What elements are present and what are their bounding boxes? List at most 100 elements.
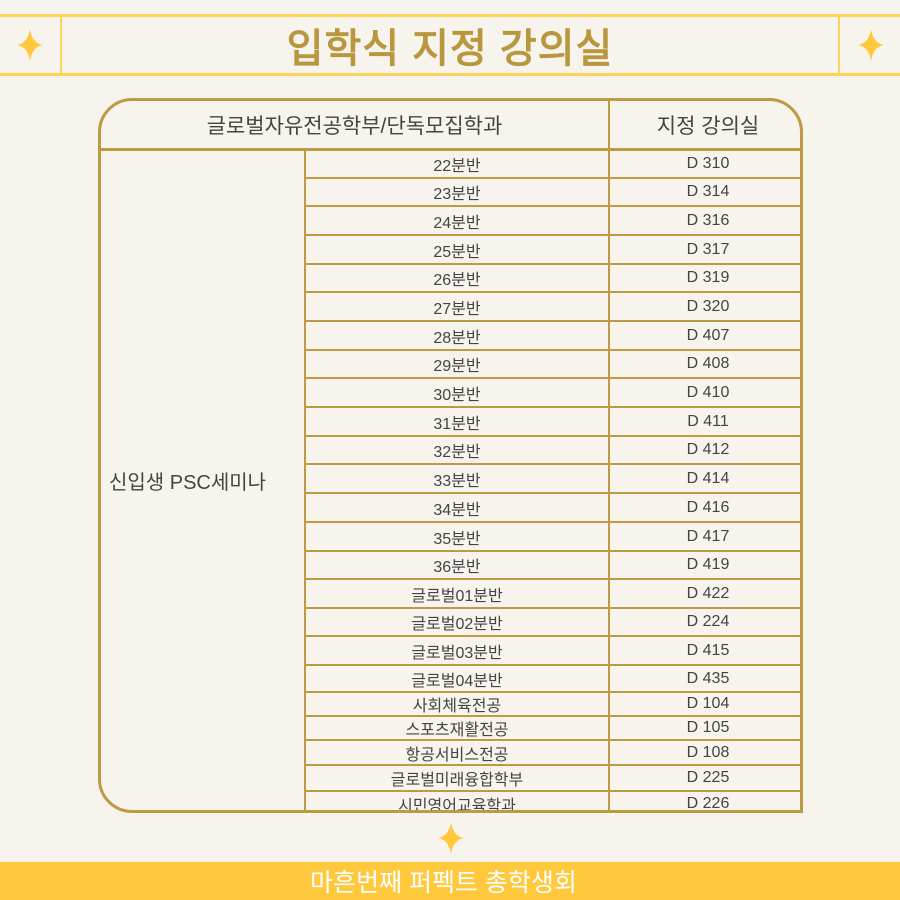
class-cell: 글로벌미래융합학부: [390, 772, 524, 789]
column-divider: [608, 717, 610, 739]
class-cell: 글로벌04분반: [411, 672, 503, 690]
class-cell: 36분반: [433, 559, 481, 576]
column-divider: [608, 179, 610, 205]
column-divider: [608, 523, 610, 550]
room-cell: D 411: [687, 412, 729, 430]
class-cell: 23분반: [433, 186, 481, 203]
class-cell: 30분반: [433, 386, 481, 404]
class-cell: 29분반: [433, 358, 481, 375]
table-row: 34분반 D 416: [306, 494, 800, 523]
class-cell: 24분반: [433, 214, 481, 232]
room-cell: D 314: [686, 183, 730, 200]
class-cell: 22분반: [433, 157, 481, 175]
column-divider: [608, 637, 610, 664]
column-divider: [608, 609, 610, 635]
table-row: 26분반 D 319: [306, 265, 800, 293]
room-cell: D 417: [686, 527, 730, 545]
column-divider: [304, 151, 306, 810]
column-divider: [608, 379, 610, 406]
table-row: 28분반 D 407: [306, 322, 800, 351]
class-cell: 스포츠재활전공: [405, 722, 509, 739]
divider: [838, 17, 840, 73]
room-cell: D 320: [686, 297, 730, 315]
header-room: 지정 강의실: [656, 114, 760, 138]
class-cell: 25분반: [433, 243, 481, 261]
room-cell: D 410: [686, 383, 730, 401]
class-cell: 32분반: [433, 444, 481, 461]
sparkle-icon: [17, 29, 43, 61]
table-row: 22분반 D 310: [306, 150, 800, 179]
room-cell: D 310: [686, 154, 730, 172]
sparkle-icon: [438, 822, 464, 854]
room-cell: D 224: [686, 613, 730, 630]
room-cell: D 422: [686, 584, 730, 602]
table-row: 31분반 D 411: [306, 408, 800, 437]
header-column-divider: [608, 101, 610, 151]
table-row: 시민영어교육학과 D 226: [306, 792, 800, 813]
room-cell: D 317: [686, 240, 730, 258]
column-divider: [608, 666, 610, 691]
column-divider: [608, 494, 610, 521]
header-department: 글로벌자유전공학부/단독모집학과: [206, 114, 503, 138]
table-row: 글로벌04분반 D 435: [306, 666, 800, 693]
column-divider: [608, 351, 610, 377]
column-divider: [608, 437, 610, 463]
footer-text: 마흔번째 퍼펙트 총학생회: [310, 869, 577, 897]
class-cell: 글로벌03분반: [411, 644, 503, 662]
room-cell: D 105: [686, 719, 730, 736]
column-divider: [608, 207, 610, 234]
divider: [60, 17, 62, 73]
classroom-table: 글로벌자유전공학부/단독모집학과 지정 강의실 신입생 PSC세미나 22분반 D…: [98, 98, 803, 813]
room-cell: D 226: [686, 795, 730, 812]
room-cell: D 408: [686, 355, 730, 372]
class-cell: 33분반: [433, 472, 481, 490]
table-row: 항공서비스전공 D 108: [306, 741, 800, 766]
table-row: 글로벌01분반 D 422: [306, 580, 800, 609]
room-cell: D 414: [686, 469, 730, 487]
sparkle-icon: [858, 29, 884, 61]
column-divider: [608, 693, 610, 715]
room-cell: D 407: [686, 326, 730, 344]
title-band: 입학식 지정 강의실: [0, 14, 900, 76]
column-divider: [608, 322, 610, 349]
group-label: 신입생 PSC세미나: [109, 472, 267, 494]
column-divider: [608, 580, 610, 607]
table-row: 35분반 D 417: [306, 523, 800, 552]
room-cell: D 415: [686, 641, 730, 659]
column-divider: [608, 236, 610, 263]
room-cell: D 416: [686, 498, 730, 516]
class-cell: 글로벌01분반: [411, 587, 503, 605]
room-cell: D 104: [686, 695, 730, 712]
column-divider: [608, 741, 610, 764]
room-cell: D 319: [686, 269, 730, 286]
table-row: 스포츠재활전공 D 105: [306, 717, 800, 741]
table-row: 글로벌03분반 D 415: [306, 637, 800, 666]
class-cell: 28분반: [433, 329, 481, 347]
room-cell: D 225: [686, 769, 730, 786]
table-row: 23분반 D 314: [306, 179, 800, 207]
table-row: 글로벌02분반 D 224: [306, 609, 800, 637]
class-cell: 항공서비스전공: [405, 746, 509, 764]
room-cell: D 108: [686, 743, 730, 761]
class-cell: 사회체육전공: [412, 698, 502, 715]
column-divider: [608, 552, 610, 578]
room-cell: D 419: [686, 556, 730, 573]
table-row: 36분반 D 419: [306, 552, 800, 580]
room-cell: D 316: [686, 211, 730, 229]
class-cell: 시민영어교육학과: [398, 798, 516, 813]
column-divider: [608, 792, 610, 810]
column-divider: [608, 766, 610, 790]
table-row: 24분반 D 316: [306, 207, 800, 236]
table-row: 30분반 D 410: [306, 379, 800, 408]
table-row: 32분반 D 412: [306, 437, 800, 465]
class-cell: 35분반: [433, 530, 481, 548]
column-divider: [608, 150, 610, 177]
class-cell: 26분반: [433, 272, 481, 289]
table-row: 33분반 D 414: [306, 465, 800, 494]
table-row: 27분반 D 320: [306, 293, 800, 322]
column-divider: [608, 265, 610, 291]
class-cell: 27분반: [433, 300, 481, 318]
column-divider: [608, 408, 610, 435]
header-divider: [101, 148, 800, 151]
class-cell: 31분반: [433, 415, 481, 433]
